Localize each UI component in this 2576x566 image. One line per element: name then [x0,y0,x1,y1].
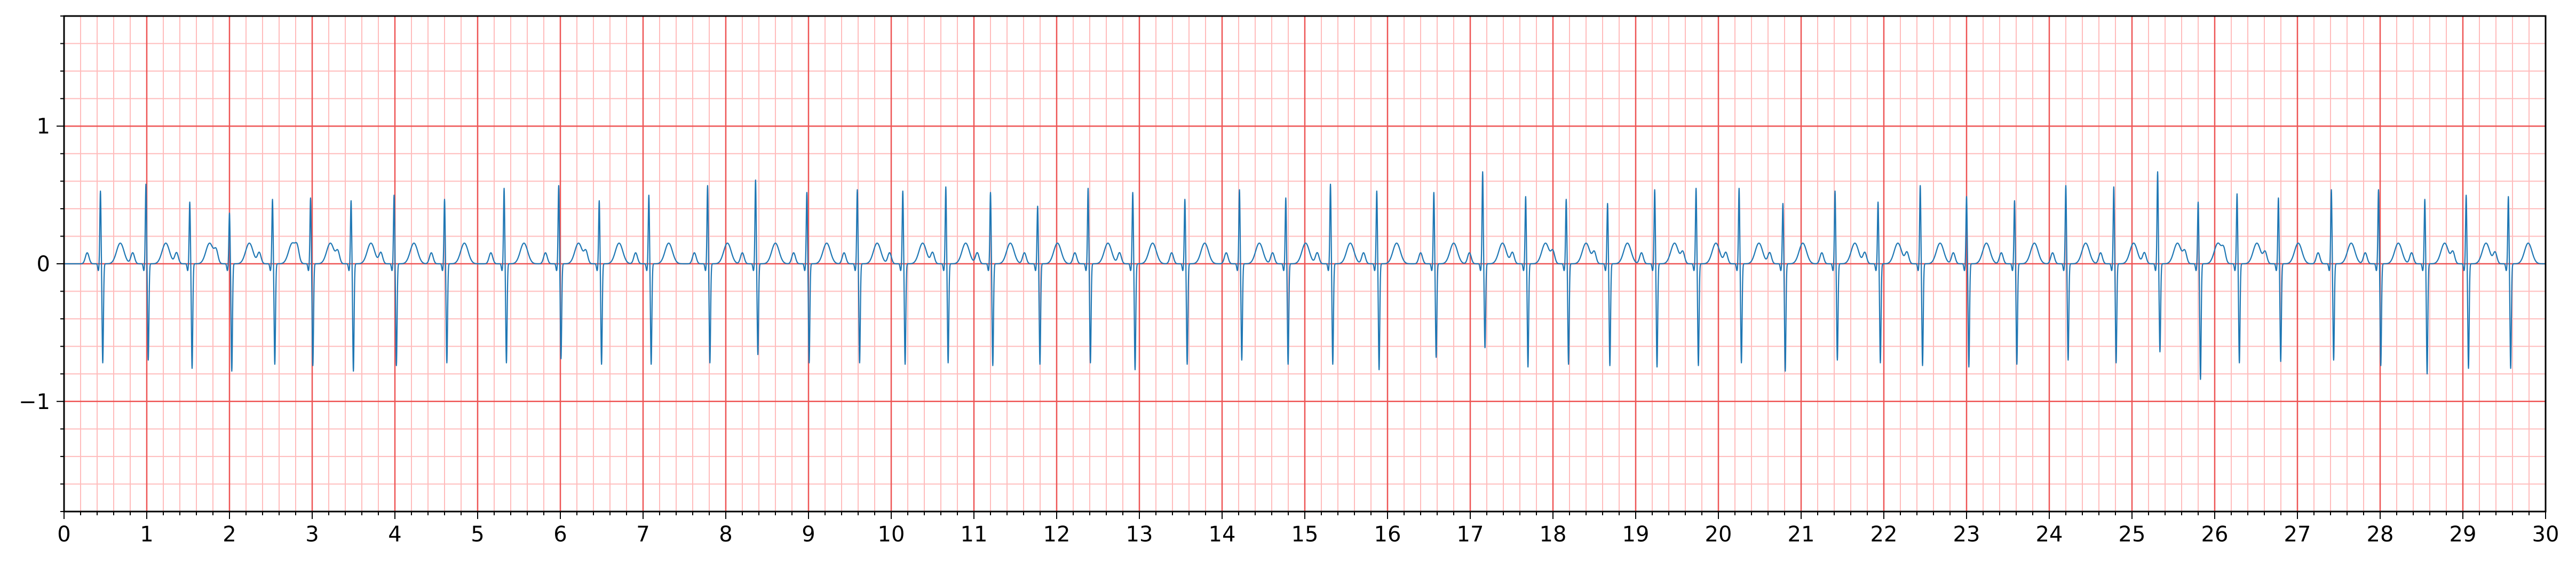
x-tick-label: 17 [1457,522,1484,547]
x-tick-label: 2 [223,522,236,547]
y-tick-label: 0 [37,252,50,277]
x-tick-label: 25 [2119,522,2146,547]
x-tick-label: 29 [2450,522,2477,547]
x-tick-label: 9 [802,522,815,547]
x-tick-label: 6 [553,522,567,547]
x-tick-label: 12 [1043,522,1071,547]
x-axis: 0 1 2 3 4 5 6 7 8 9 10 11 12 13 14 15 16 17 18 19 20 21 22 23 24… [57,512,2559,547]
x-tick-label: 13 [1126,522,1153,547]
x-tick-label: 26 [2201,522,2229,547]
x-tick-label: 19 [1622,522,1650,547]
ecg-series-line [64,171,2546,380]
x-tick-label: 20 [1705,522,1732,547]
ecg-trace-layer [64,171,2546,380]
x-tick-label: 11 [961,522,988,547]
x-tick-label: 18 [1540,522,1567,547]
y-tick-label: 1 [37,114,50,139]
x-tick-label: 21 [1788,522,1815,547]
x-tick-label: 7 [636,522,649,547]
x-tick-label: 23 [1953,522,1980,547]
x-tick-label: 28 [2367,522,2394,547]
x-tick-label: 22 [1870,522,1898,547]
x-tick-label: 14 [1209,522,1236,547]
x-tick-label: 15 [1291,522,1319,547]
x-tick-label: 10 [878,522,905,547]
y-axis: −1 0 1 [19,15,64,512]
x-tick-label: 8 [719,522,732,547]
x-tick-label: 4 [388,522,401,547]
x-tick-label: 16 [1374,522,1401,547]
x-tick-label: 3 [305,522,319,547]
x-tick-label: 5 [471,522,484,547]
x-tick-label: 0 [57,522,70,547]
x-tick-label: 30 [2532,522,2559,547]
y-tick-label: −1 [19,390,50,414]
x-tick-label: 27 [2284,522,2311,547]
x-tick-label: 24 [2036,522,2063,547]
x-tick-label: 1 [140,522,153,547]
